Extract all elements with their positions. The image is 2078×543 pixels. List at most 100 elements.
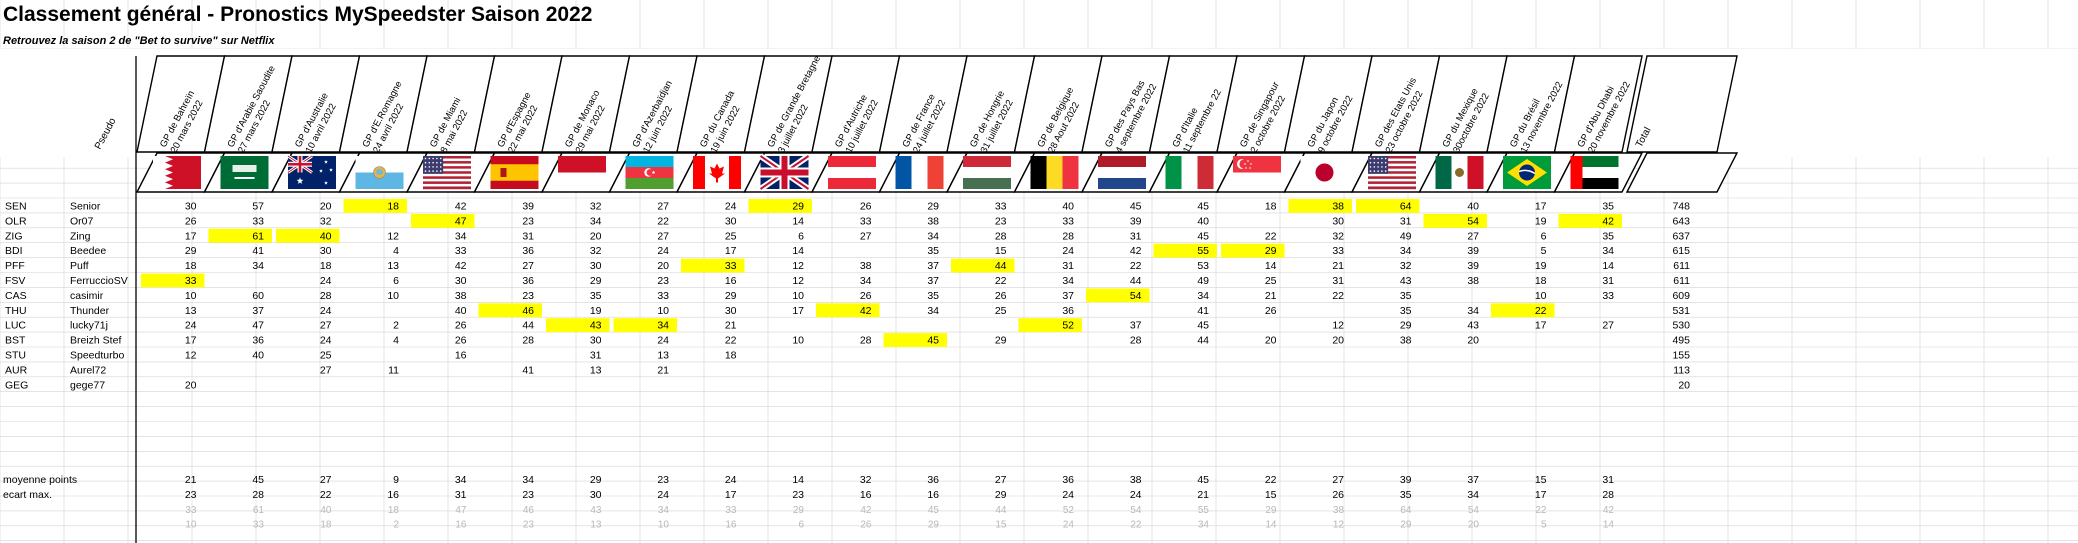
total-header: Total (1625, 55, 1739, 193)
flag-part (153, 156, 173, 189)
score-cell: 40 (252, 350, 264, 362)
score-cell: 45 (1197, 201, 1209, 213)
score-cell: 27 (1602, 320, 1614, 332)
flag-part (436, 161, 438, 164)
flag-part (1381, 166, 1383, 168)
australia-flag (287, 154, 336, 189)
score-cell: 25 (320, 350, 332, 362)
score-cell: 24 (657, 245, 669, 257)
flag-part (1384, 166, 1387, 168)
star (1249, 162, 1253, 165)
race-header: GP des Pays Bas4 septembre 2022 (1080, 55, 1171, 193)
score-cell: 24 (320, 305, 332, 317)
score-cell: 38 (927, 215, 939, 227)
score-cell: 30 (590, 335, 602, 347)
flag-part (963, 156, 1011, 167)
score-cell: 24 (1062, 245, 1074, 257)
summary-cell: 15 (1535, 474, 1547, 486)
score-cell: 42 (860, 305, 872, 317)
score-cell: 27 (320, 320, 332, 332)
score-cell: 57 (252, 201, 264, 213)
player-code: SEN (5, 201, 27, 213)
flag-part (1239, 159, 1249, 169)
flag-part (234, 177, 255, 179)
score-cell: 26 (455, 320, 467, 332)
flag-part (1098, 167, 1146, 178)
player-code: PFF (5, 260, 25, 272)
flag-part (1381, 161, 1383, 164)
summary-cell: 30 (590, 489, 602, 501)
player-code: GEG (5, 379, 28, 391)
flag-part (693, 156, 705, 189)
score-cell: 17 (185, 335, 197, 347)
flag-part (432, 166, 434, 168)
score-cell: 14 (792, 245, 804, 257)
star (324, 181, 328, 185)
score-cell: 37 (252, 305, 264, 317)
faint-cell: 29 (793, 505, 805, 516)
score-cell: 27 (657, 230, 669, 242)
flag-part (1098, 178, 1146, 189)
score-cell: 32 (1400, 260, 1412, 272)
table-row: STU Speedturbo 12 40 25 16 31 13 18 155 (5, 350, 1690, 362)
faint-cell: 12 (1333, 520, 1345, 531)
faint-cell: 52 (1063, 505, 1075, 516)
score-cell: 17 (725, 245, 737, 257)
score-cell: 29 (185, 245, 197, 257)
total-flag-cell (1625, 152, 1739, 193)
flag-part (1062, 156, 1079, 189)
summary-cell: 35 (1400, 489, 1412, 501)
score-cell: 37 (927, 275, 939, 287)
player-pseudo: Breizh Stef (70, 335, 121, 347)
saudi-arabia-flag (220, 156, 269, 189)
score-cell: 35 (1400, 290, 1412, 302)
flag-part (625, 178, 674, 189)
faint-cell: 45 (928, 505, 940, 516)
mexico-flag (1435, 156, 1484, 189)
summary-cell: 37 (1467, 474, 1479, 486)
score-cell: 52 (1062, 320, 1074, 332)
score-cell: 22 (1332, 290, 1344, 302)
player-pseudo: Zing (70, 230, 91, 242)
score-cell: 27 (1467, 230, 1479, 242)
flag-part (1373, 170, 1376, 172)
score-cell: 42 (455, 260, 467, 272)
flag-part (1233, 172, 1281, 189)
flag-part (432, 157, 434, 160)
faint-cell: 54 (1130, 505, 1142, 516)
flag-part (1467, 156, 1484, 189)
total-cell: 615 (1672, 245, 1690, 257)
score-cell: 10 (1535, 290, 1547, 302)
flag-part (424, 170, 427, 172)
flag-part (1570, 167, 1619, 178)
flag-part (895, 156, 912, 189)
faint-cell: 42 (1603, 505, 1615, 516)
summary-cell: 23 (185, 489, 197, 501)
score-cell: 20 (1265, 335, 1277, 347)
summary-cell: 34 (455, 474, 467, 486)
faint-cell: 61 (253, 505, 265, 516)
flag-part (423, 176, 471, 180)
flag-part (1369, 157, 1372, 160)
score-cell: 40 (320, 230, 332, 242)
faint-cell: 33 (185, 505, 197, 516)
san-marino-flag (355, 156, 404, 189)
score-cell: 47 (455, 215, 467, 227)
highlight-cell (1018, 318, 1082, 333)
total-cell: 643 (1672, 215, 1690, 227)
summary-cell: 36 (927, 474, 939, 486)
flag-part (1046, 156, 1063, 189)
score-cell: 25 (995, 305, 1007, 317)
score-cell: 6 (393, 275, 399, 287)
summary-cell: 36 (1062, 474, 1074, 486)
flag-part (1197, 156, 1214, 189)
score-cell: 28 (320, 290, 332, 302)
score-cell: 38 (1467, 275, 1479, 287)
summary-cell: 45 (1197, 474, 1209, 486)
score-cell: 4 (393, 335, 399, 347)
total-cell: 530 (1672, 320, 1690, 332)
score-cell: 28 (1062, 230, 1074, 242)
score-cell: 30 (455, 275, 467, 287)
score-cell: 35 (590, 290, 602, 302)
highlight-cell (276, 228, 340, 243)
